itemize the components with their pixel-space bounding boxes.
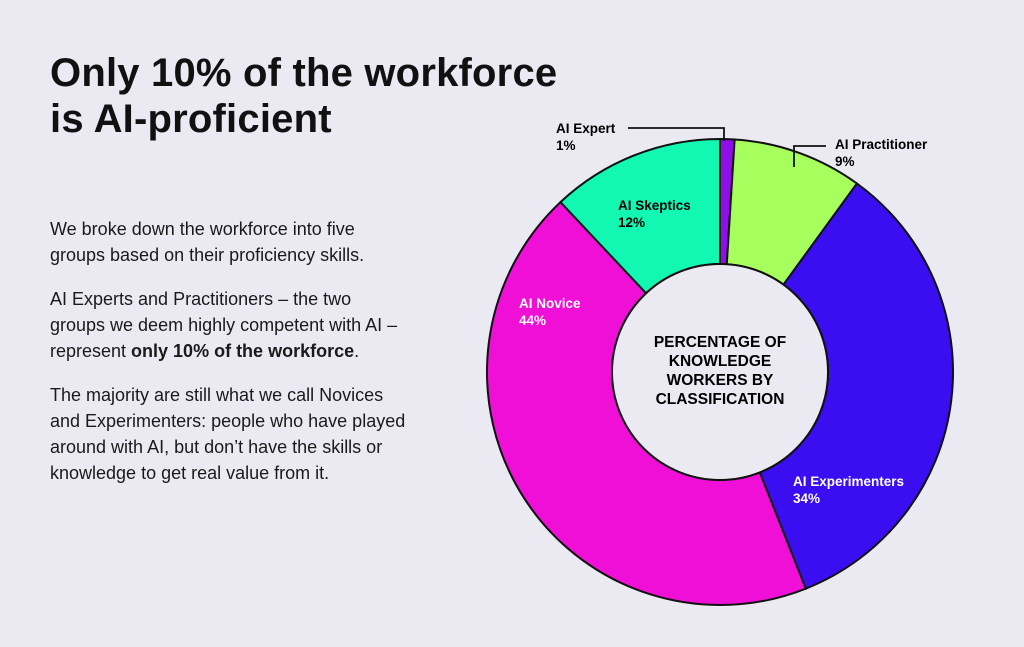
body-text: We broke down the workforce into five gr… (50, 216, 410, 504)
expert-leader-line (628, 127, 725, 141)
page-title: Only 10% of the workforce is AI-proficie… (50, 50, 557, 142)
slice-label-skeptics: AI Skeptics (618, 198, 691, 213)
center-label-line-2: KNOWLEDGE (669, 353, 771, 370)
slice-label-novice: AI Novice (519, 296, 581, 311)
paragraph-2-emphasis: only 10% of the workforce (131, 341, 355, 361)
practitioner-leader-line (793, 145, 826, 167)
slice-label-expert: AI Expert (556, 121, 616, 136)
slice-value-experimenters: 34% (793, 491, 820, 506)
paragraph-1: We broke down the workforce into five gr… (50, 219, 365, 265)
donut-hole (611, 263, 829, 481)
slice-value-novice: 44% (519, 313, 546, 328)
title-line-1: Only 10% of the workforce (50, 51, 558, 95)
slice-value-practitioner: 9% (835, 154, 855, 169)
slice-label-experimenters: AI Experimenters (793, 474, 904, 489)
paragraph-2: AI Experts and Practitioners – the two g… (50, 286, 410, 364)
slice-value-skeptics: 12% (618, 215, 645, 230)
center-label-line-3: WORKERS BY (667, 372, 774, 389)
center-label-line-1: PERCENTAGE OF (654, 334, 786, 351)
slice-label-practitioner: AI Practitioner (835, 137, 928, 152)
title-line-2: is AI-proficient (50, 97, 332, 141)
paragraph-3: The majority are still what we call Novi… (50, 385, 406, 483)
slice-value-expert: 1% (556, 138, 576, 153)
center-label-line-4: CLASSIFICATION (656, 391, 785, 408)
paragraph-2-end: . (354, 341, 360, 361)
paragraph-2-text: AI Experts and Practitioners – the two g… (50, 289, 398, 361)
